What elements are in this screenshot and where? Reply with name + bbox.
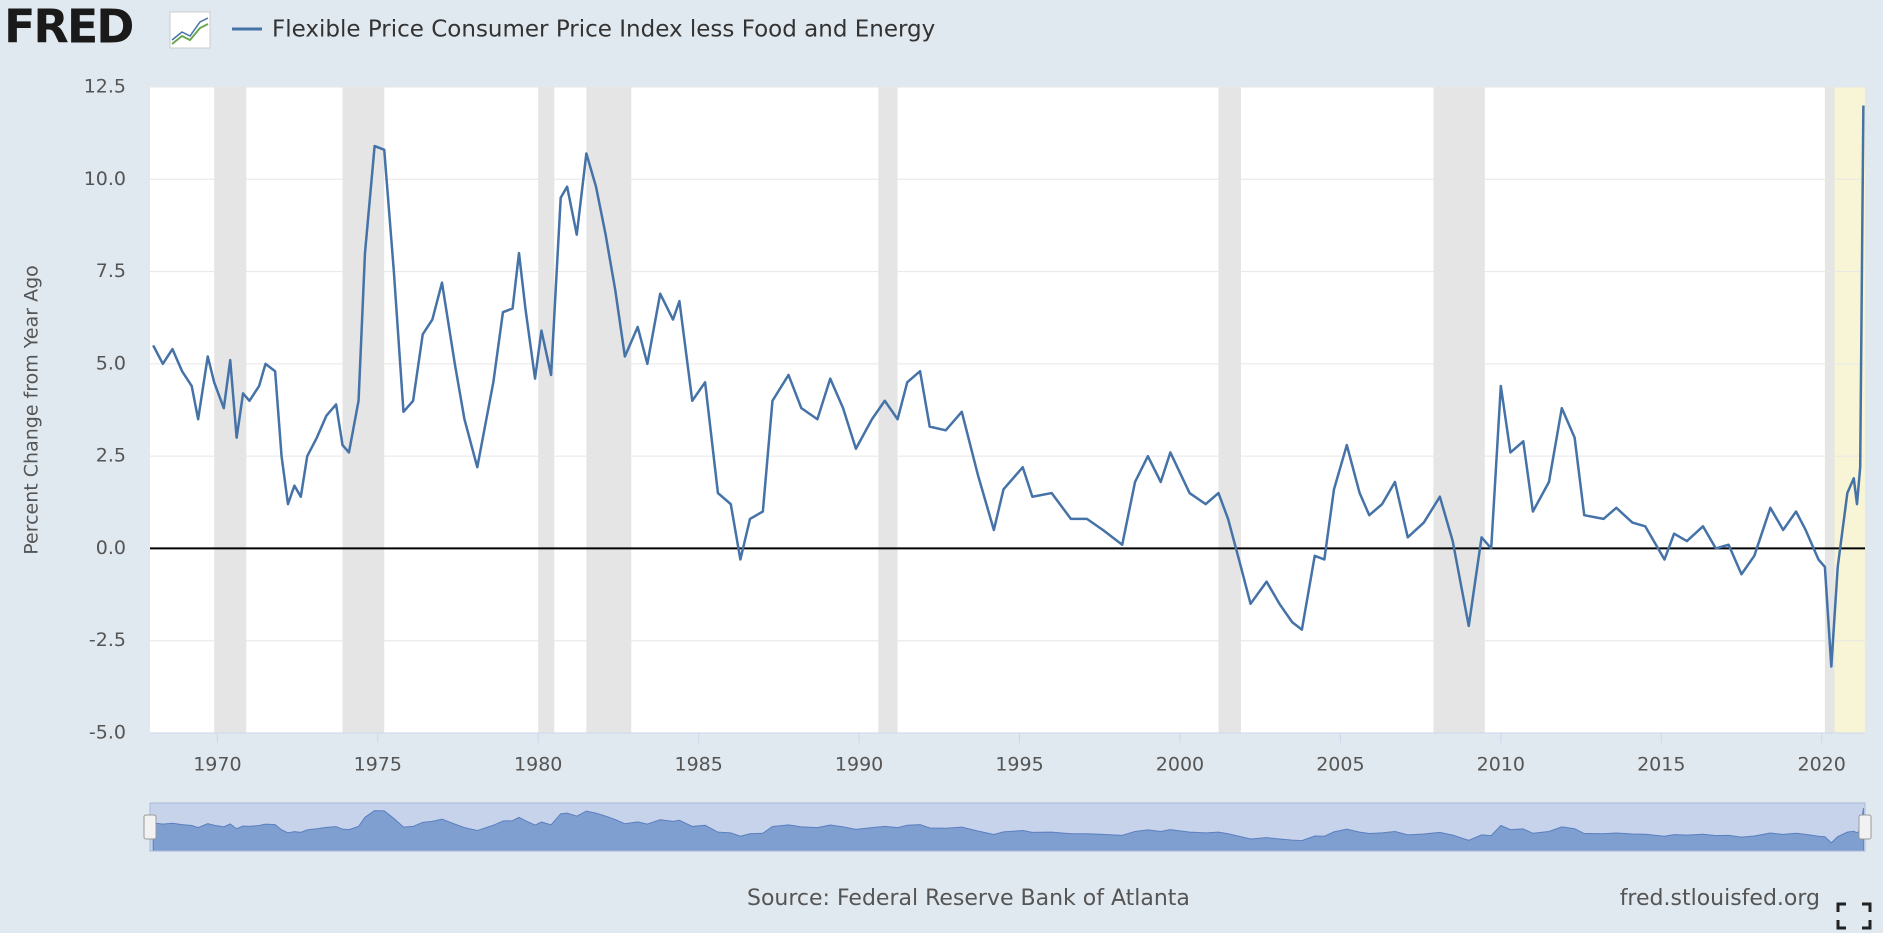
logo-icon	[169, 11, 211, 49]
y-tick-label: 2.5	[96, 445, 126, 467]
x-tick-label: 1980	[514, 754, 562, 776]
y-tick-label: 0.0	[96, 537, 126, 559]
y-tick-label: 5.0	[96, 352, 126, 374]
y-tick-label: 7.5	[96, 260, 126, 282]
x-tick-label: 2020	[1798, 754, 1846, 776]
x-tick-label: 2010	[1477, 754, 1525, 776]
expand-icon[interactable]	[1836, 902, 1872, 930]
x-tick-label: 2005	[1316, 754, 1364, 776]
x-tick-label: 1970	[193, 754, 241, 776]
x-tick-label: 1990	[835, 754, 883, 776]
y-tick-label: 12.5	[84, 76, 126, 98]
recession-band	[1433, 87, 1485, 733]
recession-band	[878, 87, 898, 733]
plot-area	[150, 87, 1865, 733]
x-tick-label: 2015	[1637, 754, 1685, 776]
navigator-handle[interactable]	[1858, 814, 1872, 840]
source-link[interactable]: fred.stlouisfed.org	[1620, 886, 1820, 911]
navigator-handle[interactable]	[143, 814, 157, 840]
navigator-area	[152, 808, 1864, 852]
brand-logo: FRED	[4, 0, 132, 54]
legend-label: Flexible Price Consumer Price Index less…	[272, 17, 935, 43]
source: Source: Federal Reserve Bank of Atlanta	[747, 886, 1190, 911]
recession-band	[342, 87, 385, 733]
y-tick-label: 10.0	[84, 168, 126, 190]
recession-band	[538, 87, 555, 733]
y-tick-label: -2.5	[89, 629, 126, 651]
recession-band	[586, 87, 632, 733]
y-axis-label: Percent Change from Year Ago	[21, 265, 43, 555]
recession-band	[1218, 87, 1241, 733]
x-tick-label: 1985	[674, 754, 722, 776]
y-tick-label: -5.0	[89, 722, 126, 744]
x-tick-label: 1995	[995, 754, 1043, 776]
recession-band	[1824, 87, 1835, 733]
series-line	[152, 105, 1865, 668]
x-tick-label: 1975	[354, 754, 402, 776]
x-tick-label: 2000	[1156, 754, 1204, 776]
